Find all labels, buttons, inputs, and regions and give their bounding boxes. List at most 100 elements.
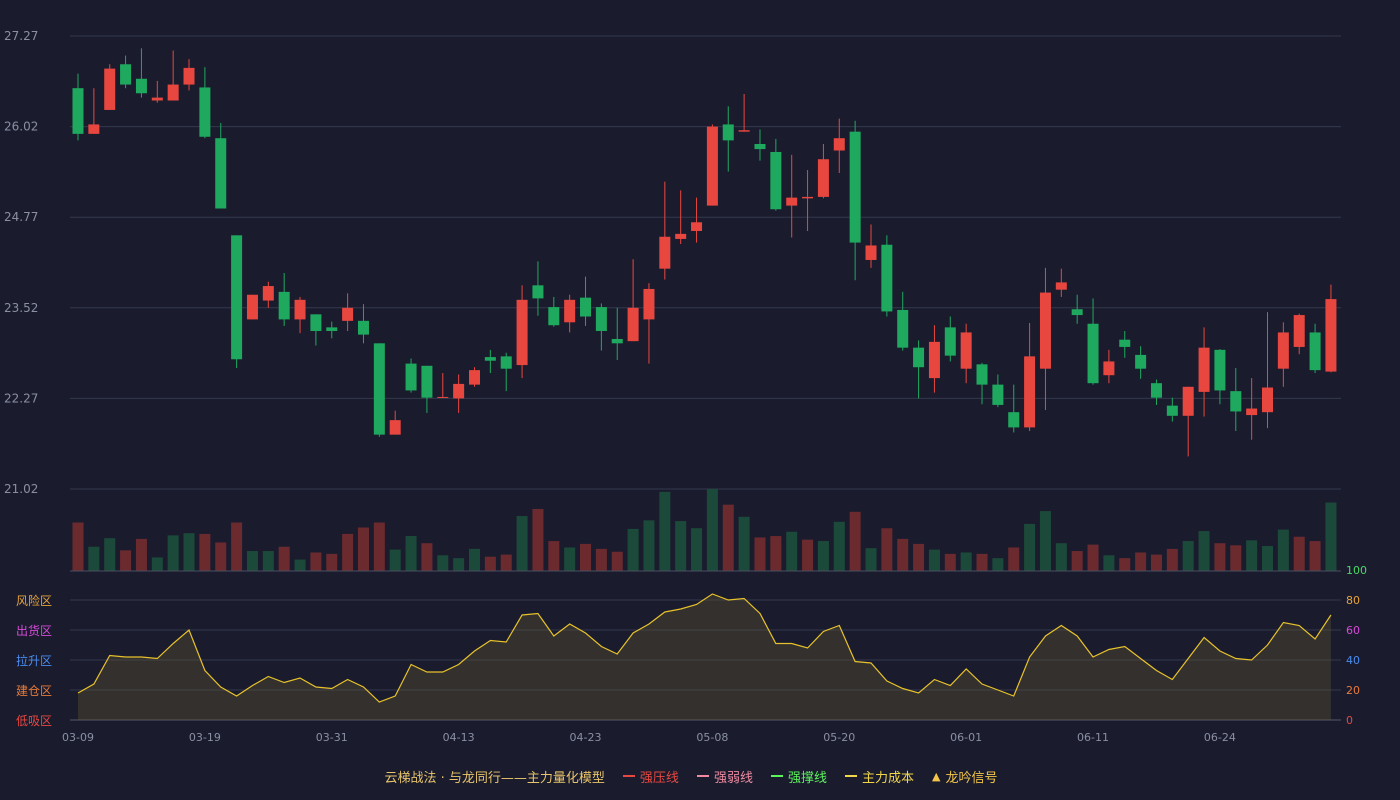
volume-bar <box>722 504 734 571</box>
volume-bar <box>849 511 861 571</box>
candle-up <box>1024 323 1036 432</box>
volume-bar <box>643 520 655 571</box>
oscillator-tick-label: 80 <box>1346 594 1360 607</box>
candle-body <box>643 288 655 320</box>
volume-bar <box>1277 529 1289 571</box>
volume-bar <box>310 552 322 571</box>
volume-bar <box>881 528 893 571</box>
date-tick-label: 06-11 <box>1077 731 1109 744</box>
volume-bar <box>833 521 845 571</box>
candle-up <box>817 143 829 199</box>
candle-up <box>706 124 718 206</box>
candle-body <box>262 286 274 301</box>
price-tick-label: 27.27 <box>4 29 38 43</box>
volume-bar <box>1230 545 1242 571</box>
candle-down <box>1071 294 1083 324</box>
candle-down <box>231 235 243 368</box>
volume-bar <box>1055 543 1067 571</box>
volume-bar <box>1166 548 1178 571</box>
volume-bar <box>342 533 354 571</box>
volume-bar <box>469 548 480 571</box>
candle-up <box>1262 312 1273 429</box>
candle-up <box>1103 349 1115 384</box>
candle-body <box>865 245 877 260</box>
triangle-icon: ▲ <box>931 769 941 783</box>
date-tick-label: 03-19 <box>189 731 221 744</box>
legend-item-strength-line[interactable]: 强弱线 <box>696 767 753 786</box>
date-tick-label: 03-09 <box>62 731 94 744</box>
candle-body <box>1214 349 1226 391</box>
price-tick-label: 22.27 <box>4 391 38 405</box>
volume-bar <box>357 527 369 571</box>
volume-bar <box>215 542 227 571</box>
legend-item-main-cost[interactable]: 主力成本 <box>844 767 914 786</box>
legend-item-strong-pressure[interactable]: 强压线 <box>622 767 679 786</box>
candle-body <box>817 159 829 197</box>
candle-up <box>1182 386 1194 457</box>
candle-up <box>294 296 306 334</box>
volume-bar <box>928 549 940 571</box>
volume-bar <box>786 531 798 571</box>
volume-bar <box>453 558 465 571</box>
candle-up <box>738 93 750 132</box>
candle-body <box>786 197 798 206</box>
volume-bar <box>135 538 147 571</box>
candle-up <box>1325 284 1337 373</box>
candle-up <box>1198 327 1210 417</box>
volume-bar <box>802 539 814 571</box>
candle-body <box>944 327 956 356</box>
candle-body <box>675 233 687 239</box>
candle-body <box>1135 354 1147 369</box>
candle-up <box>389 410 401 435</box>
volume-bar <box>1039 511 1051 571</box>
candle-up <box>802 170 814 231</box>
candle-down <box>849 120 861 281</box>
candle-up <box>1293 313 1305 355</box>
candle-body <box>706 126 718 206</box>
volume-bar <box>246 551 258 571</box>
zone-label: 建仓区 <box>16 684 52 698</box>
green-line-icon <box>770 775 783 777</box>
volume-bar <box>88 546 100 571</box>
candle-body <box>691 222 703 231</box>
candle-up <box>564 294 576 333</box>
candle-body <box>310 314 322 331</box>
legend: 云梯战法 · 与龙同行——主力量化模型 强压线 强弱线 强撑线 主力成本 ▲ 龙… <box>0 766 1400 786</box>
candle-up <box>627 259 639 342</box>
candle-body <box>580 297 592 317</box>
legend-item-signal[interactable]: ▲ 龙吟信号 <box>932 767 997 786</box>
candle-body <box>484 357 496 361</box>
volume-bar <box>976 553 988 571</box>
volume-bar <box>1214 543 1226 571</box>
volume-bar <box>373 522 385 571</box>
legend-item-strong-support[interactable]: 强撑线 <box>770 767 827 786</box>
volume-bar <box>754 537 766 571</box>
candle-down <box>500 352 512 392</box>
candle-down <box>1166 397 1178 422</box>
zone-label: 低吸区 <box>16 714 52 728</box>
volume-bar <box>627 528 639 571</box>
volume-bar <box>1087 544 1099 571</box>
candle-down <box>421 365 433 413</box>
date-tick-label: 05-08 <box>696 731 728 744</box>
candle-body <box>167 84 179 101</box>
candle-body <box>135 78 147 94</box>
candle-body <box>1008 412 1020 428</box>
candle-body <box>1293 315 1305 347</box>
volume-bar <box>611 551 623 571</box>
candle-body <box>548 307 560 326</box>
candle-body <box>881 244 893 312</box>
volume-bar <box>405 536 417 571</box>
volume-bar <box>120 550 132 571</box>
volume-bar <box>659 491 671 571</box>
candle-body <box>595 307 607 331</box>
candle-body <box>1071 309 1083 316</box>
volume-bar <box>564 547 576 571</box>
candle-down <box>897 291 909 351</box>
pink-dashed-line-icon <box>696 775 709 777</box>
candle-up <box>262 281 274 308</box>
candle-up <box>1039 267 1051 410</box>
candle-down <box>405 358 417 393</box>
legend-label: 龙吟信号 <box>945 770 998 786</box>
volume-bar <box>675 521 687 571</box>
